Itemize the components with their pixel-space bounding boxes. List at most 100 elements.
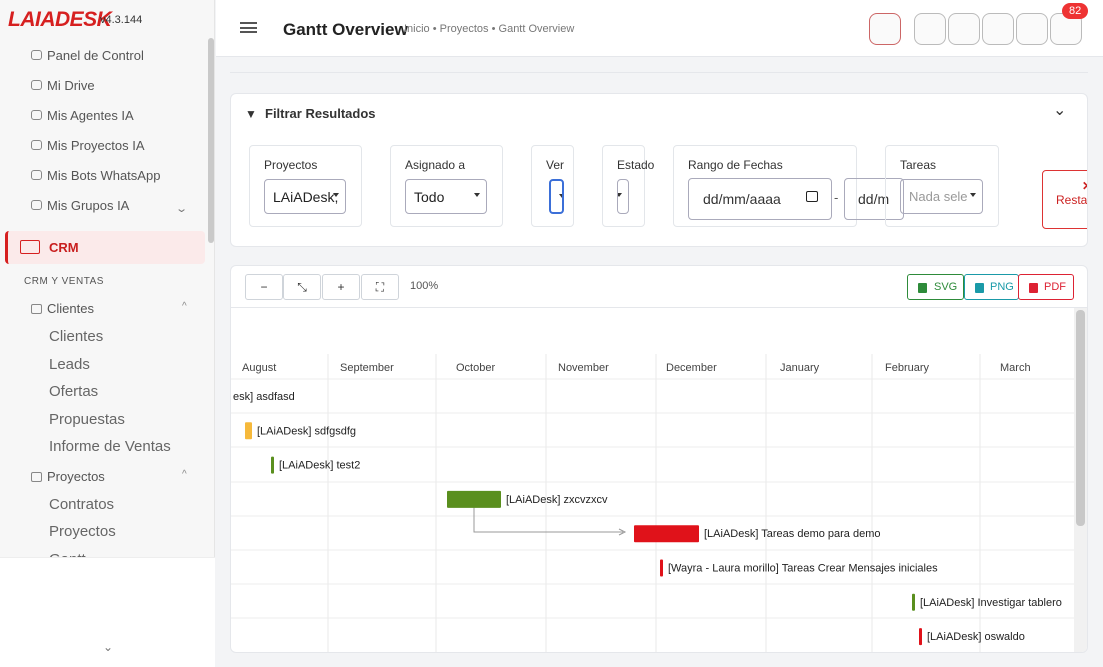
- month-label: January: [780, 362, 820, 374]
- menu-icon: [31, 110, 42, 120]
- month-label: September: [340, 362, 394, 374]
- filter-label: Tareas: [900, 158, 937, 172]
- filter-label: Proyectos: [264, 158, 318, 172]
- submenu-item[interactable]: Proyectos: [49, 523, 116, 540]
- select[interactable]: Nada sele: [900, 179, 983, 214]
- crm-label: CRM: [49, 240, 79, 255]
- submenu-item[interactable]: Gantt: [49, 551, 86, 559]
- menu-icon: [31, 200, 42, 210]
- export-label: PNG: [990, 281, 1014, 293]
- select-value: LAiADesk,: [273, 189, 339, 205]
- filter-label: Asignado a: [405, 158, 466, 172]
- select[interactable]: LAiADesk,: [264, 179, 346, 214]
- toolbar-button[interactable]: ⤡: [283, 274, 321, 300]
- caret: [474, 193, 480, 197]
- toolbar-button[interactable]: −: [245, 274, 283, 300]
- ai-icon[interactable]: [869, 13, 901, 45]
- toolbar-button[interactable]: ⛶: [361, 274, 399, 300]
- task-label: [LAiADesk] oswaldo: [927, 631, 1025, 643]
- calendar-icon[interactable]: [914, 13, 946, 45]
- menu-item[interactable]: Mis Proyectos IA: [47, 138, 145, 153]
- scrollbar: [208, 38, 214, 243]
- caret: [618, 193, 622, 197]
- mail-icon[interactable]: [1016, 13, 1048, 45]
- filter-box: Rango de Fechas dd/mm/aaaa - dd/m: [673, 145, 904, 227]
- filter-label: Ver: [546, 158, 565, 172]
- chevron[interactable]: ⌄: [175, 203, 189, 215]
- page-title: Gantt Overview: [283, 20, 408, 39]
- submenu-item[interactable]: Informe de Ventas: [49, 438, 171, 455]
- export-button[interactable]: PNG: [964, 274, 1019, 300]
- group-label[interactable]: Clientes: [47, 301, 94, 316]
- select-value: Nada sele: [909, 189, 968, 204]
- submenu-item[interactable]: Ofertas: [49, 383, 99, 400]
- task-label: [LAiADesk] zxcvzxcv: [506, 494, 608, 506]
- scrollbar: [1074, 308, 1087, 652]
- hamburger[interactable]: [240, 22, 257, 33]
- task-label: esk] asdfasd: [233, 391, 295, 403]
- menu-item[interactable]: Mis Bots WhatsApp: [47, 168, 161, 183]
- caret: [559, 194, 562, 198]
- task-bar: [660, 559, 663, 577]
- menu-item[interactable]: Mis Grupos IA: [47, 198, 130, 213]
- task-label: [LAiADesk] Tareas demo para demo: [704, 528, 881, 540]
- export-icon: [975, 283, 984, 293]
- export-label: PDF: [1044, 281, 1066, 293]
- menu-icon: [31, 50, 42, 60]
- select[interactable]: Todo: [405, 179, 487, 214]
- export-button[interactable]: SVG: [907, 274, 964, 300]
- group-label[interactable]: Proyectos: [47, 468, 105, 484]
- reset-button[interactable]: ✕Restable: [1042, 170, 1088, 229]
- reset-label: Restable: [1056, 193, 1088, 207]
- task-label: [LAiADesk] test2: [279, 460, 360, 472]
- filter-label: Rango de Fechas: [688, 158, 783, 172]
- select[interactable]: [617, 179, 629, 214]
- filter-icon: ▼: [245, 107, 257, 121]
- month-label: March: [1000, 362, 1031, 374]
- menu-item[interactable]: Mi Drive: [47, 78, 95, 93]
- clock-icon[interactable]: [982, 13, 1014, 45]
- filter-title[interactable]: Filtrar Resultados: [265, 106, 376, 121]
- export-button[interactable]: PDF: [1018, 274, 1074, 300]
- zoom-level: 100%: [410, 280, 439, 292]
- filter-box: Estado: [602, 145, 654, 227]
- task-bar: [245, 422, 252, 440]
- sidebar-scroll: CRM CRM Y VENTAS Panel de Control Mi Driv…: [0, 38, 215, 558]
- month-label: December: [666, 362, 717, 374]
- notes-icon[interactable]: [948, 13, 980, 45]
- group-icon: [31, 304, 42, 314]
- date-value: dd/mm/aaaa: [703, 191, 781, 207]
- month-label: August: [242, 362, 276, 374]
- submenu-item[interactable]: Contratos: [49, 495, 115, 513]
- date-input[interactable]: dd/mm/aaaa: [688, 178, 832, 220]
- version: v4.3.144: [100, 14, 143, 26]
- task-bar: [447, 490, 501, 508]
- crm-icon: [20, 240, 40, 254]
- sidebar: LAIADESK v4.3.144 CRM CRM Y VENTAS Panel…: [0, 0, 215, 667]
- month-label: February: [885, 362, 930, 374]
- menu-item[interactable]: Panel de Control: [47, 48, 144, 63]
- month-label: October: [456, 362, 495, 374]
- submenu-item[interactable]: Propuestas: [49, 410, 125, 428]
- group-icon: [31, 471, 42, 482]
- active-item[interactable]: CRM: [5, 231, 205, 264]
- chevron[interactable]: ⌄: [103, 640, 114, 654]
- date-input[interactable]: dd/m: [844, 178, 904, 220]
- divider: [230, 72, 1088, 73]
- toolbar-button[interactable]: +: [322, 274, 360, 300]
- task-bar: [919, 628, 922, 646]
- submenu-item[interactable]: Clientes: [49, 328, 104, 345]
- filter-box: Tareas Nada sele: [885, 145, 999, 227]
- filter-label: Estado: [617, 158, 655, 172]
- menu-icon: [31, 170, 42, 180]
- export-icon: [918, 283, 927, 293]
- select-value: Todo: [414, 189, 445, 205]
- filter-card: Filtrar Resultados ▼ ⌄ ✕Restable Proyect…: [230, 93, 1088, 247]
- select[interactable]: [549, 179, 564, 214]
- submenu-item[interactable]: Leads: [49, 355, 90, 373]
- menu-item[interactable]: Mis Agentes IA: [47, 108, 134, 123]
- filter-box: Asignado a Todo: [390, 145, 503, 227]
- date-value: dd/m: [858, 191, 890, 207]
- collapse[interactable]: ⌄: [1053, 102, 1067, 119]
